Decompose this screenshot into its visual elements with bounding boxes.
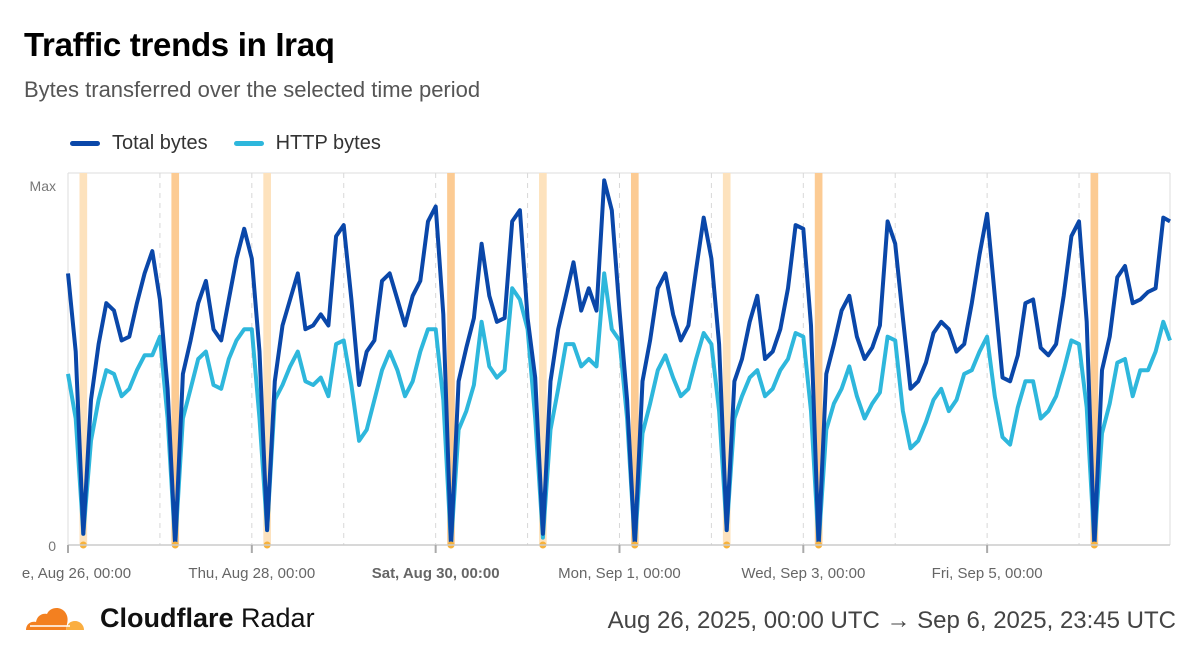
- cloudflare-radar-logo[interactable]: Cloudflare Radar: [24, 603, 315, 634]
- legend-label-http: HTTP bytes: [275, 132, 381, 154]
- legend-item-total-bytes[interactable]: Total bytes: [70, 132, 208, 155]
- http-bytes-line: [66, 271, 1172, 547]
- x-tick-label: Sat, Aug 30, 00:00: [372, 565, 500, 582]
- date-range: Aug 26, 2025, 00:00 UTC → Sep 6, 2025, 2…: [607, 607, 1176, 634]
- brand-light: Radar: [241, 603, 315, 633]
- x-tick-label: Wed, Sep 3, 00:00: [741, 565, 865, 582]
- brand-name: Cloudflare Radar: [100, 603, 315, 634]
- annotation-band: [79, 173, 88, 545]
- brand-bold: Cloudflare: [100, 603, 234, 633]
- page-subtitle: Bytes transferred over the selected time…: [24, 77, 481, 102]
- x-tick-label: Fri, Sep 5, 00:00: [932, 565, 1043, 582]
- annotation-band: [263, 173, 271, 545]
- x-tick-label: Tue, Aug 26, 00:00: [5, 565, 131, 582]
- legend-swatch-http: [233, 141, 264, 146]
- legend-item-http-bytes[interactable]: HTTP bytes: [233, 132, 381, 155]
- legend-swatch-total: [70, 141, 100, 146]
- annotation-band: [722, 173, 731, 545]
- annotation-band: [630, 173, 639, 545]
- annotation-band: [1090, 173, 1099, 545]
- y-tick-max: Max: [30, 178, 56, 194]
- total-bytes-line: [66, 178, 1171, 547]
- annotation-band: [814, 173, 823, 545]
- traffic-chart: Max 0 Tue, Aug 26, 00:00 Thu, Aug 28, 00:…: [5, 172, 1172, 582]
- page-title: Traffic trends in Iraq: [24, 26, 335, 63]
- chart-legend: Total bytes HTTP bytes: [70, 132, 381, 155]
- annotation-band: [171, 173, 180, 545]
- x-tick-label: Mon, Sep 1, 00:00: [558, 565, 681, 582]
- annotation-band: [539, 173, 547, 545]
- x-tick-label: Thu, Aug 28, 00:00: [188, 565, 315, 582]
- annotation-band: [447, 173, 455, 545]
- legend-label-total: Total bytes: [112, 132, 208, 154]
- cloudflare-cloud-icon: [26, 607, 84, 630]
- y-tick-zero: 0: [48, 538, 56, 554]
